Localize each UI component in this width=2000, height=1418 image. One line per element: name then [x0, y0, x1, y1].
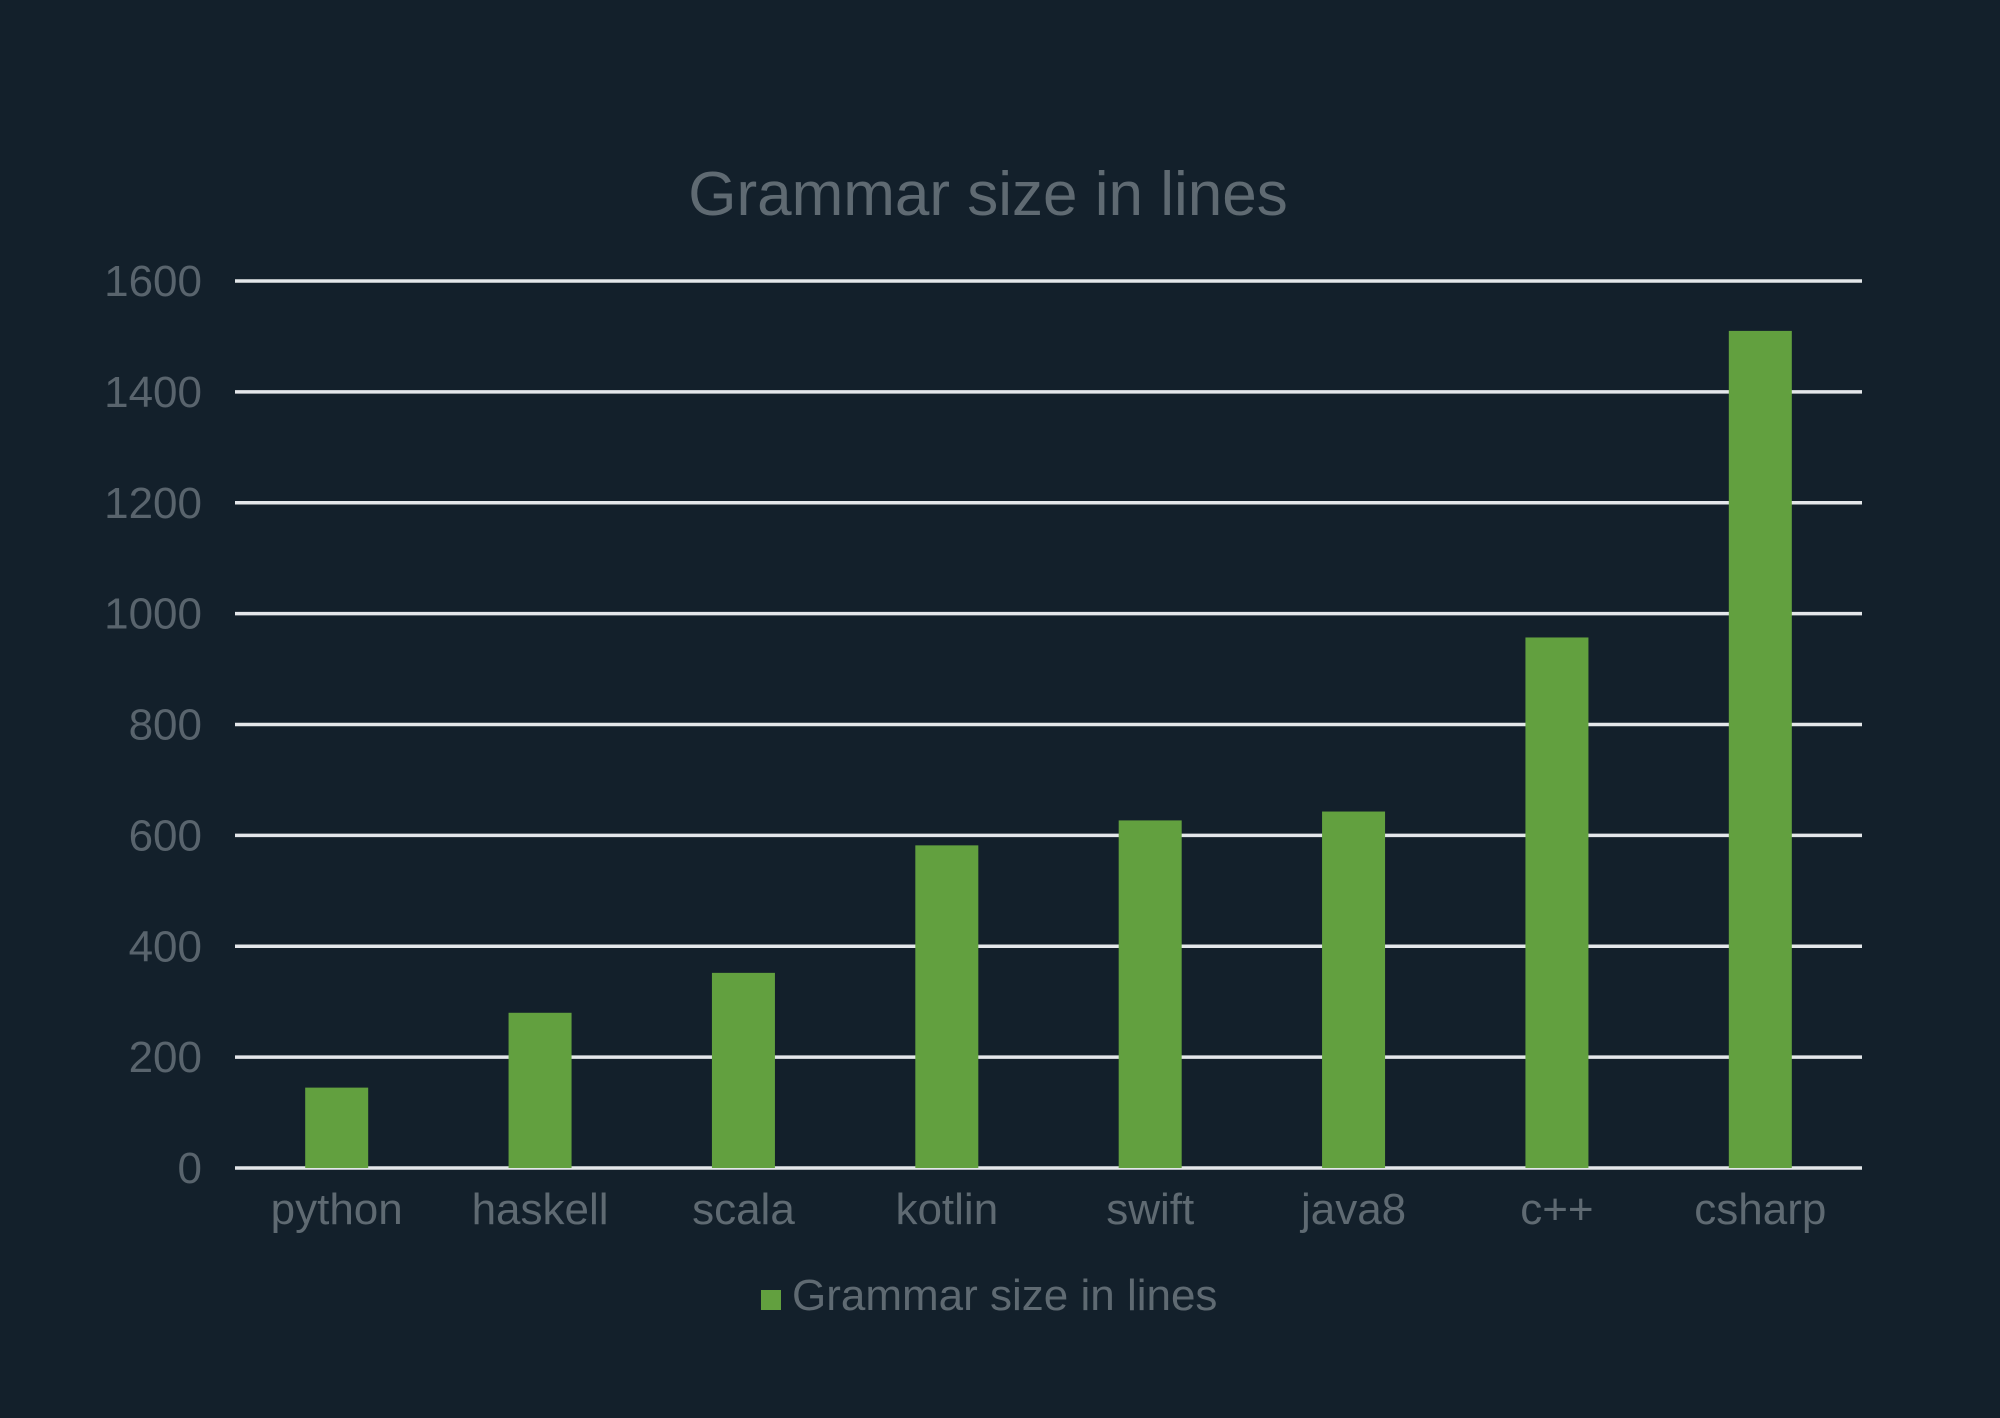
y-axis-tick-labels: 0 200 400 600 800 1000 1200 1400 1600 [104, 257, 202, 1193]
y-tick-label: 1400 [104, 368, 202, 417]
x-category-label: csharp [1694, 1185, 1826, 1234]
x-category-label: kotlin [895, 1185, 998, 1234]
y-tick-label: 1200 [104, 479, 202, 528]
bar-python [305, 1087, 369, 1168]
y-tick-label: 600 [129, 811, 202, 860]
y-tick-label: 200 [129, 1033, 202, 1082]
legend-label: Grammar size in lines [792, 1271, 1217, 1320]
chart-title: Grammar size in lines [688, 160, 1287, 229]
x-axis-category-labels: python haskell scala kotlin swift java8 c++ csh… [271, 1185, 1827, 1234]
bar-scala [711, 972, 775, 1168]
gridlines [235, 279, 1862, 1170]
bar-haskell [508, 1012, 572, 1168]
x-category-label: scala [692, 1185, 795, 1234]
y-tick-label: 400 [129, 922, 202, 971]
y-tick-label: 1000 [104, 590, 202, 639]
x-category-label: c++ [1520, 1185, 1593, 1234]
bar-csharp [1728, 330, 1792, 1168]
legend: Grammar size in lines [761, 1271, 1217, 1320]
x-category-label: java8 [1299, 1185, 1406, 1234]
x-category-label: swift [1106, 1185, 1194, 1234]
bar-java8 [1322, 811, 1386, 1168]
y-tick-label: 0 [178, 1144, 202, 1193]
legend-swatch [761, 1290, 781, 1310]
bar-c++ [1525, 637, 1589, 1168]
bars [305, 330, 1792, 1168]
x-category-label: haskell [472, 1185, 609, 1234]
y-tick-label: 800 [129, 701, 202, 750]
bar-kotlin [915, 845, 979, 1168]
bar-swift [1118, 820, 1182, 1168]
x-category-label: python [271, 1185, 403, 1234]
y-tick-label: 1600 [104, 257, 202, 306]
